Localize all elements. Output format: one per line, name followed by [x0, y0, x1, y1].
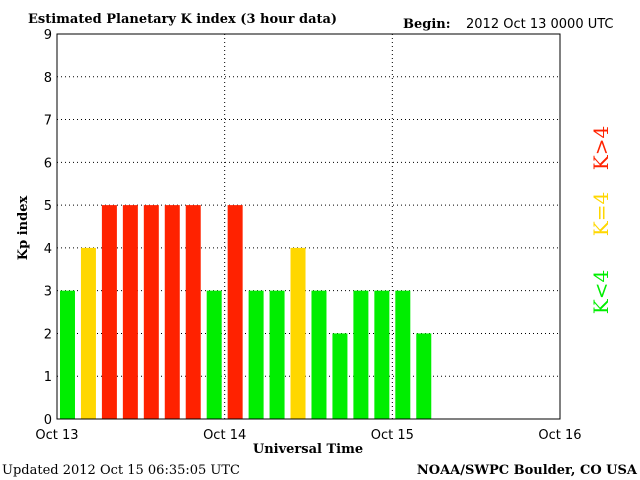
begin-label: Begin:: [403, 17, 451, 32]
y-tick-label: 0: [44, 413, 52, 428]
y-axis-label: Kp index: [16, 196, 31, 261]
y-tick-label: 9: [44, 28, 52, 43]
begin-value: 2012 Oct 13 0000 UTC: [466, 17, 614, 32]
kp-bar: [248, 290, 264, 419]
chart-title: Estimated Planetary K index (3 hour data…: [28, 12, 337, 27]
x-tick-labels: Oct 13 Oct 14 Oct 15 Oct 16: [35, 428, 581, 443]
y-tick-label: 7: [44, 114, 52, 129]
kp-bar: [395, 290, 411, 419]
kp-bar: [59, 290, 75, 419]
kp-bar: [332, 333, 348, 419]
legend-equal: K=4: [589, 192, 613, 236]
y-tick-label: 2: [44, 327, 52, 342]
kp-bar: [269, 290, 285, 419]
kp-bar: [122, 205, 138, 419]
y-tick-label: 8: [44, 71, 52, 86]
legend-high: K>4: [589, 126, 613, 170]
bars: [59, 205, 432, 419]
kp-bar: [164, 205, 180, 419]
x-axis-label: Universal Time: [253, 442, 363, 457]
kp-bar: [290, 247, 306, 419]
kp-bar: [311, 290, 327, 419]
kp-bar: [416, 333, 432, 419]
y-tick-labels: 0 1 2 3 4 5 6 7 8 9: [44, 28, 52, 428]
y-tick-label: 1: [44, 370, 52, 385]
kp-bar: [185, 205, 201, 419]
kp-bar: [353, 290, 369, 419]
updated-timestamp: Updated 2012 Oct 15 06:35:05 UTC: [2, 463, 240, 478]
y-tick-label: 3: [44, 285, 52, 300]
x-tick-label: Oct 14: [203, 428, 246, 443]
kp-bar: [101, 205, 117, 419]
kp-bar: [143, 205, 159, 419]
x-tick-label: Oct 16: [538, 428, 581, 443]
y-tick-label: 6: [44, 156, 52, 171]
kp-bar: [227, 205, 243, 419]
x-tick-label: Oct 15: [371, 428, 414, 443]
x-tick-label: Oct 13: [35, 428, 78, 443]
credit-text: NOAA/SWPC Boulder, CO USA: [417, 463, 638, 478]
legend-low: K<4: [589, 270, 613, 314]
kp-bar: [80, 247, 96, 419]
grid-lines: [57, 34, 560, 419]
y-tick-label: 4: [44, 242, 52, 257]
y-tick-label: 5: [44, 199, 52, 214]
kp-bar: [374, 290, 390, 419]
kp-bar: [206, 290, 222, 419]
plot-frame: [56, 33, 561, 420]
